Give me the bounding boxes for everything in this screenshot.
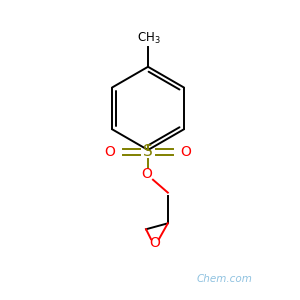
- Text: O: O: [142, 167, 152, 181]
- Text: O: O: [104, 145, 115, 159]
- Text: S: S: [143, 145, 153, 160]
- Text: O: O: [181, 145, 192, 159]
- Text: CH$_3$: CH$_3$: [137, 31, 161, 46]
- Text: O: O: [149, 236, 161, 250]
- Text: Chem.com: Chem.com: [196, 274, 252, 284]
